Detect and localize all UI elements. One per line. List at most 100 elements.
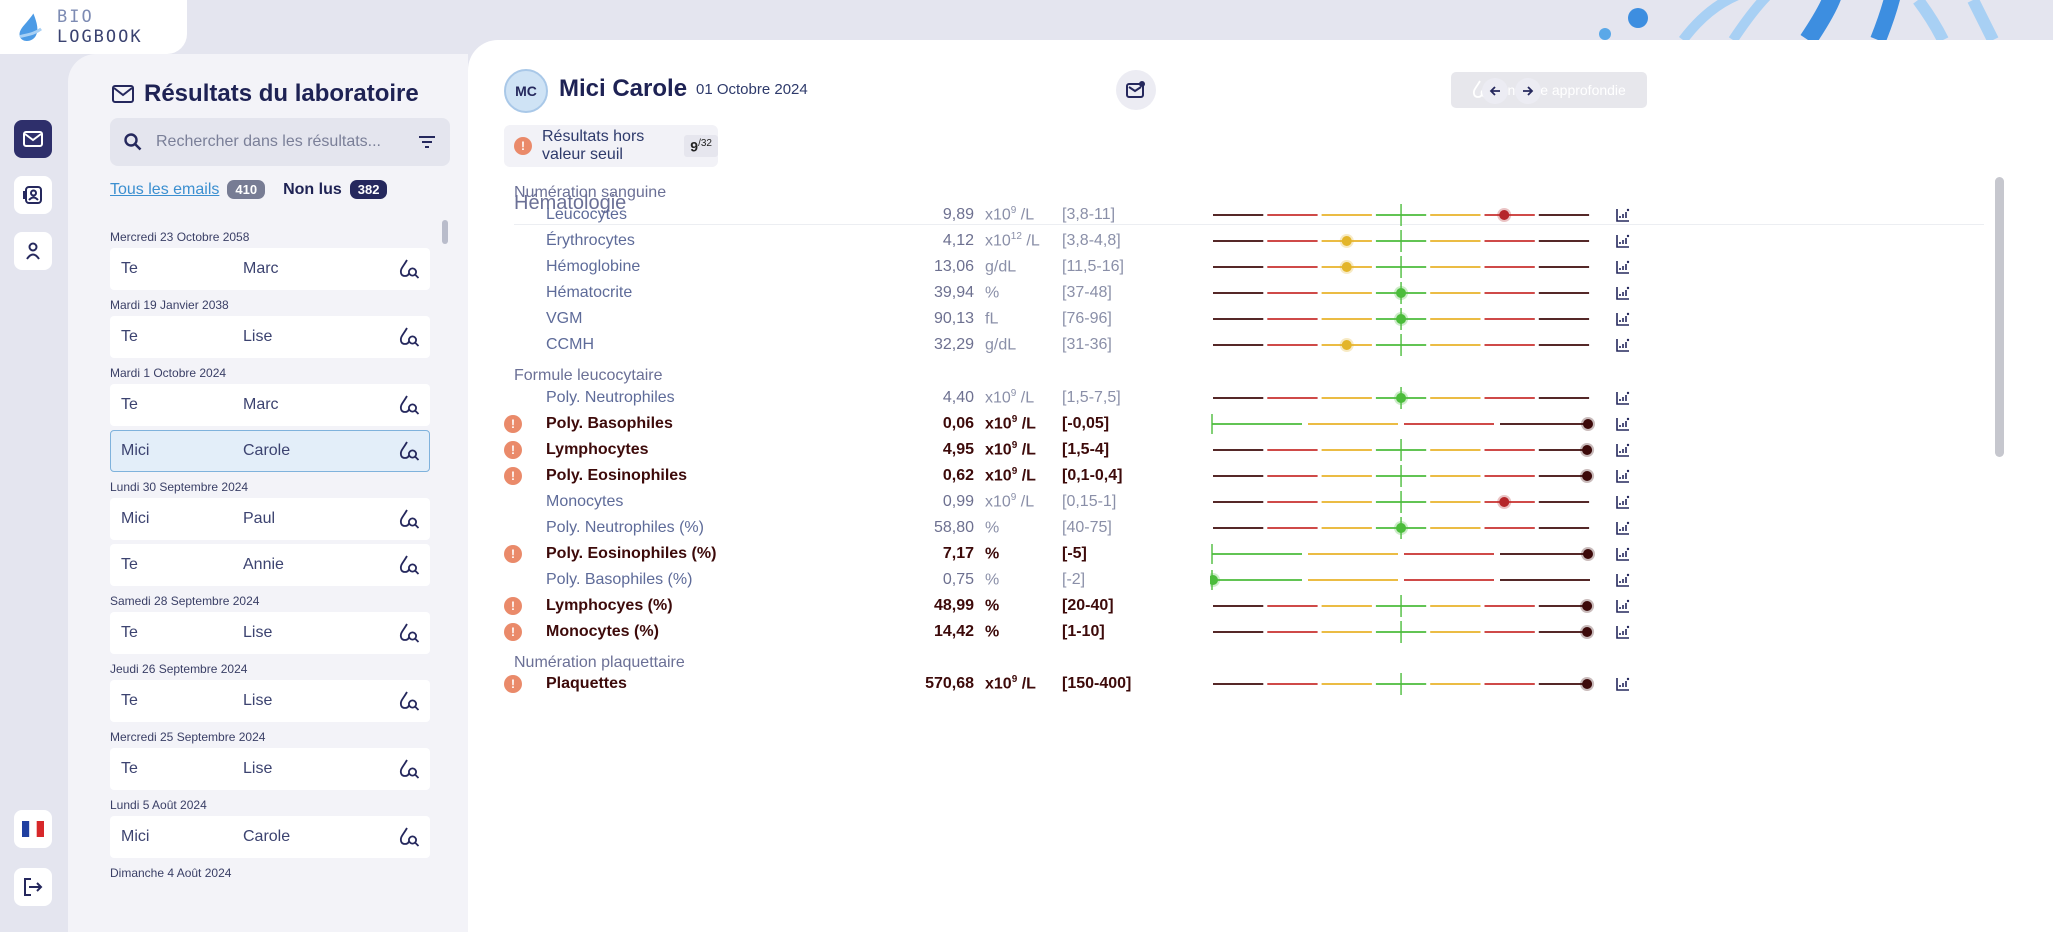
chart-icon[interactable] [1616,495,1630,509]
analyze-icon[interactable] [389,758,429,780]
analyte-name: VGM [546,310,583,327]
results-list-panel: Résultats du laboratoire Tous les emails… [68,54,468,932]
list-item[interactable]: Te Marc [110,248,430,290]
result-row[interactable]: ! Plaquettes 570,68 x109 /L [150-400] [504,671,1984,697]
analyte-unit: % [985,545,1000,563]
list-item[interactable]: Te Lise [110,748,430,790]
analyze-icon[interactable] [389,508,429,530]
result-row[interactable]: Poly. Basophiles (%) 0,75% [-2] [504,567,1984,593]
analyze-icon[interactable] [389,690,429,712]
chart-icon[interactable] [1616,286,1630,300]
warning-icon: ! [514,137,532,155]
chart-icon[interactable] [1616,599,1630,613]
warning-icon: ! [504,467,522,485]
list-item[interactable]: Mici Paul [110,498,430,540]
result-row[interactable]: Érythrocytes 4,12 x1012 /L [3,8-4,8] [504,228,1984,254]
deep-analysis-button[interactable]: Analyse approfondie [1451,72,1647,108]
item-first-name: Mici [121,828,150,845]
analyze-icon[interactable] [389,394,429,416]
analyze-icon[interactable] [389,258,429,280]
analyze-icon[interactable] [389,554,429,576]
nav-results-button[interactable] [14,120,52,158]
logout-button[interactable] [14,868,52,906]
chart-icon[interactable] [1616,208,1630,222]
reference-range: [0,15-1] [1062,493,1117,510]
list-item[interactable]: Te Lise [110,316,430,358]
nav-profile-button[interactable] [14,232,52,270]
language-button[interactable] [14,810,52,848]
result-row[interactable]: ! Lymphocytes 4,95 x109 /L [1,5-4] [504,437,1984,463]
chart-icon[interactable] [1616,260,1630,274]
result-row[interactable]: ! Lymphocyes (%) 48,99% [20-40] [504,593,1984,619]
list-item[interactable]: Te Lise [110,612,430,654]
range-gauge [1213,256,1590,278]
chart-icon[interactable] [1616,391,1630,405]
result-row[interactable]: Monocytes 0,99 x109 /L [0,15-1] [504,489,1984,515]
filter-icon[interactable] [418,135,436,149]
filter-all-link[interactable]: Tous les emails [110,180,220,198]
result-row[interactable]: Poly. Neutrophiles (%) 58,80% [40-75] [504,515,1984,541]
analyze-icon[interactable] [389,622,429,644]
logout-icon [24,878,43,896]
result-row[interactable]: VGM 90,13 fL [76-96] [504,306,1984,332]
chart-icon[interactable] [1616,469,1630,483]
nav-contacts-button[interactable] [14,176,52,214]
chart-icon[interactable] [1616,443,1630,457]
range-gauge [1211,544,1595,564]
header-decoration [1599,0,1999,40]
chart-icon[interactable] [1616,677,1630,691]
analyze-icon[interactable] [389,440,429,462]
result-row[interactable]: Hémoglobine 13,06 g/dL [11,5-16] [504,254,1984,280]
item-first-name: Te [121,556,138,573]
nav-rail [0,54,68,932]
list-item[interactable]: Te Lise [110,680,430,722]
item-last-name: Annie [243,556,284,573]
search-bar [110,118,450,166]
analyze-icon[interactable] [389,326,429,348]
list-item[interactable]: Te Annie [110,544,430,586]
drop-logo-icon [19,13,42,42]
list-date-header: Jeudi 26 Septembre 2024 [110,662,248,676]
app-logo[interactable]: BIO LOGBOOK [0,0,187,54]
analyte-name: Monocytes [546,493,624,510]
result-row[interactable]: CCMH 32,29 g/dL [31-36] [504,332,1984,358]
analyte-name: Poly. Eosinophiles (%) [546,545,717,562]
chart-icon[interactable] [1616,625,1630,639]
reference-range: [-2] [1062,571,1086,588]
next-result-button[interactable] [1515,78,1541,104]
list-date-header: Lundi 5 Août 2024 [110,798,207,812]
list-item[interactable]: Te Marc [110,384,430,426]
range-gauge [1213,517,1590,539]
detail-scrollbar[interactable] [1995,177,2004,457]
result-row[interactable]: Poly. Neutrophiles 4,40 x109 /L [1,5-7,5] [504,385,1984,411]
analyte-name: Poly. Eosinophiles [546,467,688,484]
previous-result-button[interactable] [1482,78,1508,104]
result-row[interactable]: ! Poly. Eosinophiles (%) 7,17% [-5] [504,541,1984,567]
chart-icon[interactable] [1616,312,1630,326]
list-scrollbar[interactable] [442,220,448,244]
result-row[interactable]: ! Poly. Basophiles 0,06 x109 /L [-0,05] [504,411,1984,437]
user-icon [26,242,40,260]
analyte-unit: g/dL [985,258,1017,276]
item-first-name: Te [121,624,138,641]
filter-unread-link[interactable]: Non lus [283,180,342,198]
list-item[interactable]: Mici Carole [110,430,430,472]
result-row[interactable]: Hématocrite 39,94% [37-48] [504,280,1984,306]
analyze-icon[interactable] [389,826,429,848]
range-gauge [1213,230,1590,252]
chart-icon[interactable] [1616,338,1630,352]
result-row[interactable]: ! Poly. Eosinophiles 0,62 x109 /L [0,1-0,4] [504,463,1984,489]
search-input[interactable] [156,133,404,151]
analyte-unit: % [985,623,1000,641]
chart-icon[interactable] [1616,547,1630,561]
chart-icon[interactable] [1616,521,1630,535]
mail-action-button[interactable] [1116,70,1156,110]
list-item[interactable]: Mici Carole [110,816,430,858]
chart-icon[interactable] [1616,234,1630,248]
item-first-name: Te [121,396,138,413]
chart-icon[interactable] [1616,573,1630,587]
result-row[interactable]: ! Monocytes (%) 14,42% [1-10] [504,619,1984,645]
chart-icon[interactable] [1616,417,1630,431]
result-row[interactable]: Leucocytes 9,89 x109 /L [3,8-11] [504,202,1984,228]
analyte-unit: g/dL [985,336,1017,354]
